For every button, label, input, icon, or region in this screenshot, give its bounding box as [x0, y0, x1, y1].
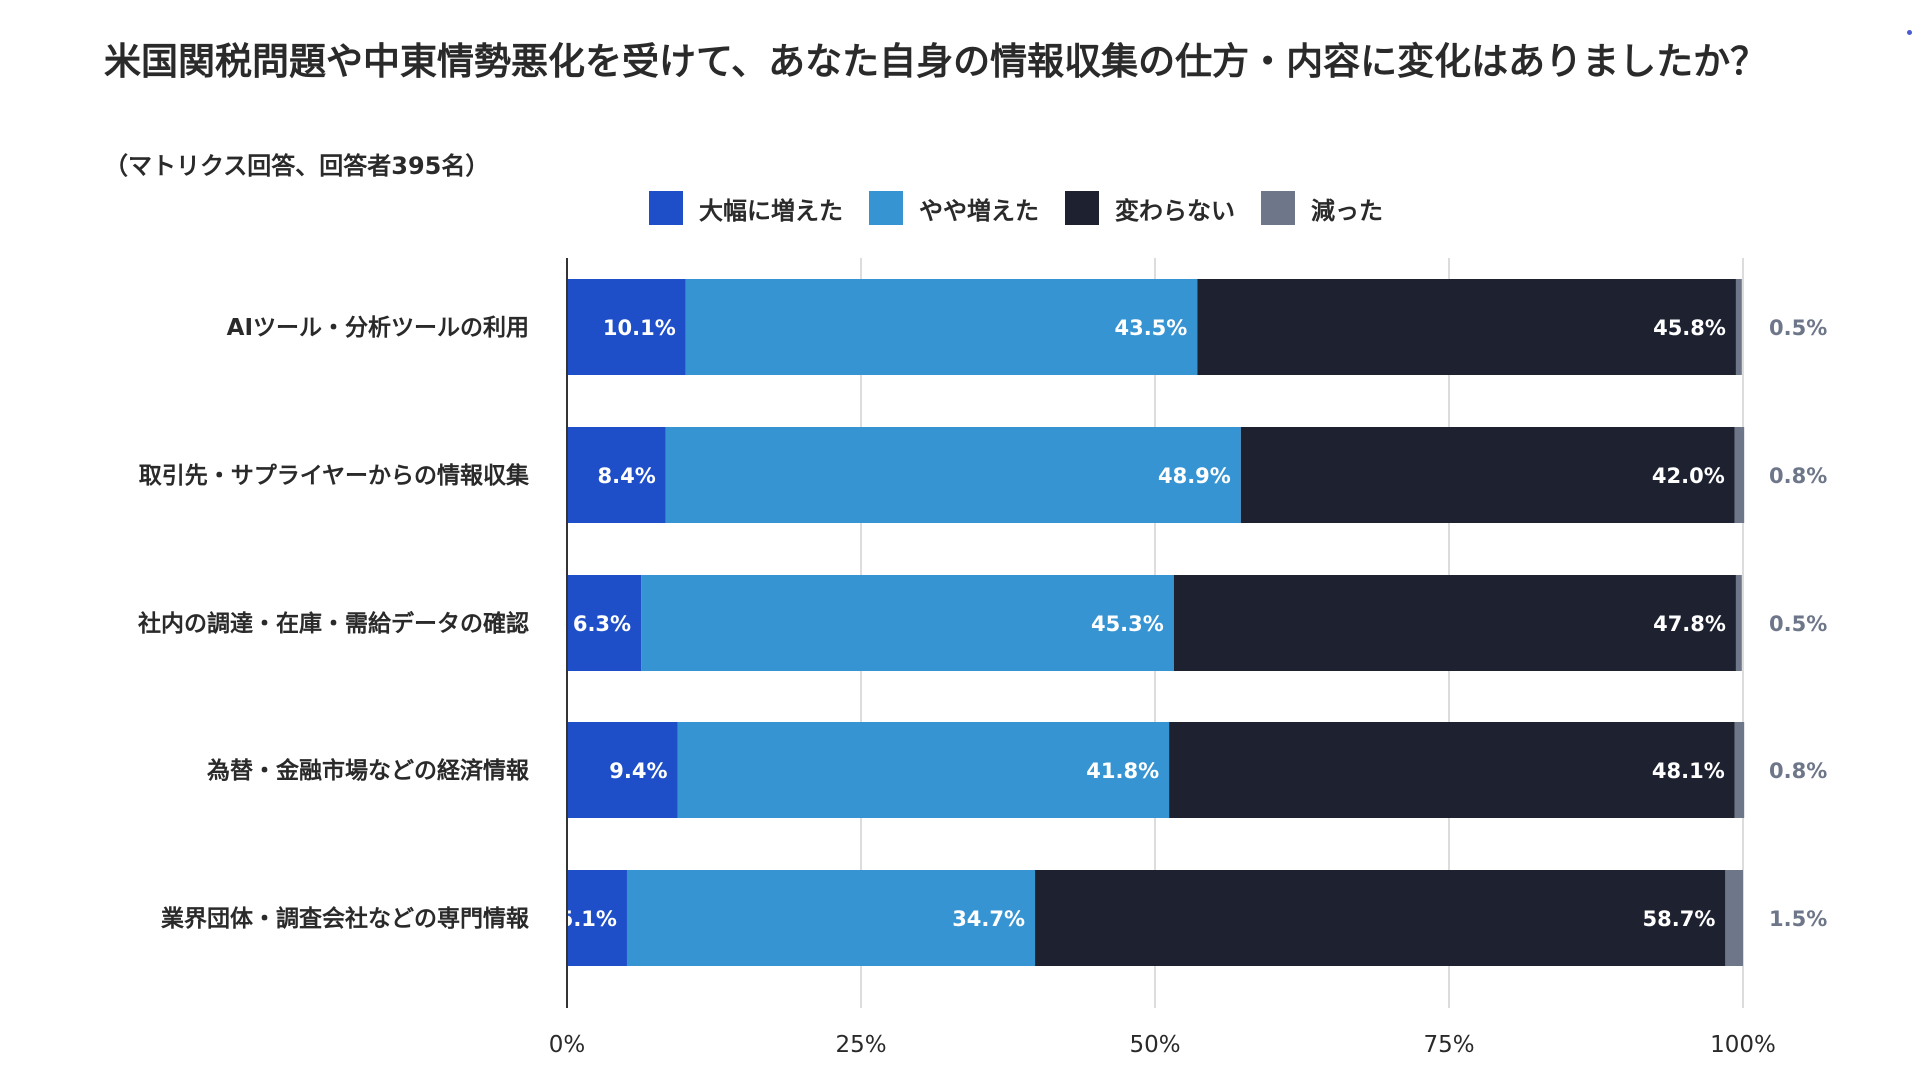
category-label: 為替・金融市場などの経済情報 — [207, 757, 530, 784]
legend-item: やや増えた — [869, 188, 1039, 228]
legend-label: 減った — [1311, 196, 1383, 225]
x-tick-label: 75% — [1423, 1032, 1474, 1058]
legend-item: 減った — [1261, 188, 1383, 228]
category-label: 業界団体・調査会社などの専門情報 — [160, 905, 530, 932]
bar-row: 6.3% 45.3% 47.8% 0.5% — [567, 575, 1827, 671]
bar-segment — [665, 427, 1241, 523]
data-label: 8.4% — [598, 464, 656, 488]
bar-segment — [1725, 870, 1743, 966]
bar-row: 10.1% 43.5% 45.8% 0.5% — [567, 279, 1827, 375]
chart-legend: 大幅に増えた やや増えた 変わらない 減った — [0, 188, 1920, 228]
data-label: 9.4% — [609, 759, 667, 783]
indicator-dot — [1907, 30, 1912, 35]
category-label: 社内の調達・在庫・需給データの確認 — [138, 610, 529, 637]
x-tick-label: 50% — [1129, 1032, 1180, 1058]
bar-segment — [626, 870, 1036, 966]
data-label: 45.3% — [1091, 612, 1164, 636]
bar-segment — [1734, 722, 1745, 818]
data-label: 34.7% — [952, 907, 1025, 931]
bar-segment — [677, 722, 1170, 818]
x-tick-label: 25% — [835, 1032, 886, 1058]
bar-segment — [1734, 427, 1745, 523]
legend-label: 変わらない — [1115, 196, 1235, 225]
bar-segment — [567, 870, 627, 966]
bar-segment — [567, 722, 678, 818]
data-label: 43.5% — [1114, 316, 1187, 340]
legend-label: 大幅に増えた — [699, 196, 843, 225]
legend-swatch — [869, 191, 903, 225]
data-label: 47.8% — [1653, 612, 1726, 636]
bar-segment — [641, 575, 1174, 671]
data-label: 42.0% — [1652, 464, 1725, 488]
legend-swatch — [1261, 191, 1295, 225]
chart-title: 米国関税問題や中東情勢悪化を受けて、あなた自身の情報収集の仕方・内容に変化はあり… — [104, 40, 1768, 83]
data-label: 45.8% — [1653, 316, 1726, 340]
data-label-outside: 1.5% — [1769, 907, 1827, 931]
data-label: 48.1% — [1652, 759, 1725, 783]
bar-row: 5.1% 34.7% 58.7% 1.5% — [559, 870, 1827, 966]
data-label: 6.3% — [573, 612, 631, 636]
x-tick-label: 100% — [1710, 1032, 1776, 1058]
bar-segment — [1735, 575, 1742, 671]
legend-label: やや増えた — [919, 196, 1039, 225]
bar-segment — [1169, 722, 1735, 818]
data-label: 41.8% — [1086, 759, 1159, 783]
legend-item: 変わらない — [1065, 188, 1235, 228]
bar-row: 9.4% 41.8% 48.1% 0.8% — [567, 722, 1827, 818]
data-label-outside: 0.8% — [1769, 464, 1827, 488]
data-label-outside: 0.5% — [1769, 316, 1827, 340]
bar-segment — [567, 279, 686, 375]
data-label: 5.1% — [559, 907, 617, 931]
bar-segment — [685, 279, 1198, 375]
bar-segment — [1240, 427, 1735, 523]
data-label: 48.9% — [1158, 464, 1231, 488]
data-label: 58.7% — [1643, 907, 1716, 931]
category-label: 取引先・サプライヤーからの情報収集 — [139, 462, 530, 489]
bar-segment — [1173, 575, 1736, 671]
legend-swatch — [1065, 191, 1099, 225]
legend-item: 大幅に増えた — [649, 188, 843, 228]
data-label-outside: 0.5% — [1769, 612, 1827, 636]
category-label: AIツール・分析ツールの利用 — [227, 315, 529, 341]
bar-segment — [1735, 279, 1742, 375]
x-tick-label: 0% — [549, 1032, 586, 1058]
bar-segment — [567, 427, 666, 523]
legend-swatch — [649, 191, 683, 225]
data-label: 10.1% — [603, 316, 676, 340]
bar-segment — [1197, 279, 1736, 375]
chart-subtitle: （マトリクス回答、回答者395名） — [104, 152, 490, 180]
bar-row: 8.4% 48.9% 42.0% 0.8% — [567, 427, 1827, 523]
data-label-outside: 0.8% — [1769, 759, 1827, 783]
bar-segment — [1035, 870, 1726, 966]
bar-segment — [567, 575, 642, 671]
